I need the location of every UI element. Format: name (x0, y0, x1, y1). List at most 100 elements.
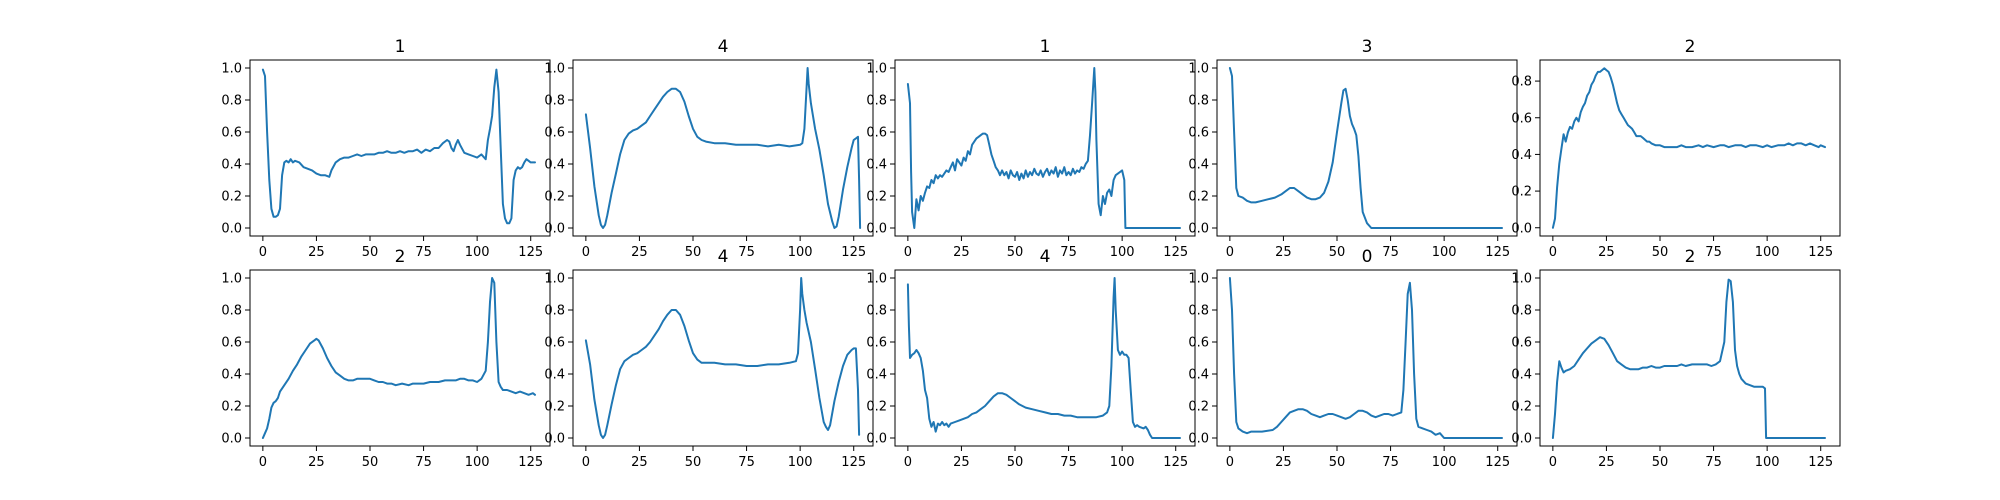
y-tick-label: 1.0 (866, 272, 887, 287)
y-tick-label: 0.0 (544, 432, 565, 447)
y-tick-label: 0.0 (1511, 432, 1532, 447)
subplot-8: 0 25 50 75 100 125 0.0 0.2 0.4 0.6 0.8 1.0 0 (1188, 247, 1518, 470)
y-tick-label: 0.4 (544, 368, 565, 383)
y-tick-label: 0.2 (221, 190, 242, 205)
axes-frame (1216, 59, 1518, 237)
x-tick-label: 100 (1432, 245, 1457, 260)
y-tick-label: 0.0 (1188, 432, 1209, 447)
y-tick-label: 1.0 (221, 62, 242, 77)
y-tick-label: 0.6 (866, 126, 887, 141)
x-tick-label: 125 (841, 455, 866, 470)
x-tick-label: 25 (308, 455, 325, 470)
x-tick-label: 125 (518, 245, 543, 260)
x-tick-label: 50 (1007, 455, 1024, 470)
series-line (1228, 67, 1503, 229)
series-line (584, 277, 861, 439)
subplot-3: 0 25 50 75 100 125 0.0 0.2 0.4 0.6 0.8 1.0 3 (1188, 37, 1518, 260)
x-tick-label: 100 (788, 245, 813, 260)
y-tick-label: 0.8 (866, 304, 887, 319)
y-tick-label: 0.0 (866, 222, 887, 237)
x-tick-label: 50 (1329, 245, 1346, 260)
x-tick-label: 125 (1808, 455, 1833, 470)
y-tick-label: 0.8 (544, 94, 565, 109)
y-tick-label: 1.0 (544, 272, 565, 287)
y-tick-label: 0.6 (221, 126, 242, 141)
x-tick-label: 125 (1485, 455, 1510, 470)
y-tick-label: 1.0 (1188, 272, 1209, 287)
x-tick-label: 100 (1432, 455, 1457, 470)
x-tick-label: 50 (1007, 245, 1024, 260)
x-tick-label: 125 (1163, 455, 1188, 470)
x-tick-label: 100 (1110, 455, 1135, 470)
subplot-title: 3 (1362, 37, 1373, 57)
y-tick-label: 0.2 (1511, 185, 1532, 200)
y-tick-label: 0.4 (1188, 368, 1209, 383)
y-tick-label: 0.8 (1188, 304, 1209, 319)
y-tick-label: 0.8 (866, 94, 887, 109)
x-tick-label: 75 (738, 245, 755, 260)
subplot-0: 0 25 50 75 100 125 0.0 0.2 0.4 0.6 0.8 1.0 1 (221, 37, 551, 260)
subplot-title: 0 (1362, 247, 1373, 267)
axes-frame (894, 269, 1196, 447)
y-tick-label: 0.6 (221, 336, 242, 351)
y-tick-label: 0.6 (866, 336, 887, 351)
series-line (1551, 278, 1826, 439)
y-tick-label: 0.2 (1188, 400, 1209, 415)
x-tick-label: 0 (582, 455, 590, 470)
y-tick-label: 0.6 (1511, 111, 1532, 126)
x-tick-label: 75 (1382, 455, 1399, 470)
axes-frame (249, 59, 551, 237)
x-tick-label: 25 (631, 245, 648, 260)
y-tick-label: 0.4 (1511, 148, 1532, 163)
x-tick-label: 125 (1808, 245, 1833, 260)
x-tick-label: 100 (465, 245, 490, 260)
y-tick-label: 0.8 (221, 304, 242, 319)
x-tick-label: 25 (953, 245, 970, 260)
axes-frame (1539, 59, 1841, 237)
x-tick-label: 50 (685, 455, 702, 470)
x-tick-label: 50 (362, 455, 379, 470)
x-tick-label: 100 (1755, 455, 1780, 470)
y-tick-label: 0.0 (544, 222, 565, 237)
x-tick-label: 125 (841, 245, 866, 260)
x-tick-label: 25 (1275, 455, 1292, 470)
x-tick-label: 25 (1275, 245, 1292, 260)
axes-frame (572, 269, 874, 447)
x-tick-label: 0 (259, 245, 267, 260)
y-tick-label: 1.0 (221, 272, 242, 287)
subplot-2: 0 25 50 75 100 125 0.0 0.2 0.4 0.6 0.8 1.0 1 (866, 37, 1196, 260)
subplot-7: 0 25 50 75 100 125 0.0 0.2 0.4 0.6 0.8 1.0 4 (866, 247, 1196, 470)
x-tick-label: 125 (1163, 245, 1188, 260)
x-tick-label: 100 (788, 455, 813, 470)
x-tick-label: 50 (362, 245, 379, 260)
x-tick-label: 50 (1652, 455, 1669, 470)
subplot-title: 4 (1040, 247, 1051, 267)
y-tick-label: 0.0 (1511, 221, 1532, 236)
series-line (261, 68, 536, 225)
axes-frame (572, 59, 874, 237)
y-tick-label: 1.0 (866, 62, 887, 77)
y-tick-label: 0.2 (866, 400, 887, 415)
series-line (584, 67, 862, 229)
y-tick-label: 0.6 (1188, 336, 1209, 351)
y-tick-label: 0.2 (1188, 190, 1209, 205)
axes-frame (1216, 269, 1518, 447)
series-line (261, 277, 536, 439)
y-tick-label: 0.8 (1511, 75, 1532, 90)
x-tick-label: 50 (1329, 455, 1346, 470)
y-tick-label: 1.0 (544, 62, 565, 77)
y-tick-label: 0.4 (866, 158, 887, 173)
subplot-1: 0 25 50 75 100 125 0.0 0.2 0.4 0.6 0.8 1.0 4 (544, 37, 874, 260)
subplot-title: 2 (395, 247, 406, 267)
y-tick-label: 0.2 (221, 400, 242, 415)
axes-frame (894, 59, 1196, 237)
x-tick-label: 100 (465, 455, 490, 470)
subplot-5: 0 25 50 75 100 125 0.0 0.2 0.4 0.6 0.8 1.0 2 (221, 247, 551, 470)
x-tick-label: 75 (1705, 245, 1722, 260)
subplot-title: 4 (718, 37, 729, 57)
x-tick-label: 0 (1226, 245, 1234, 260)
y-tick-label: 0.0 (866, 432, 887, 447)
x-tick-label: 0 (904, 455, 912, 470)
x-tick-label: 0 (904, 245, 912, 260)
series-line (906, 277, 1181, 439)
